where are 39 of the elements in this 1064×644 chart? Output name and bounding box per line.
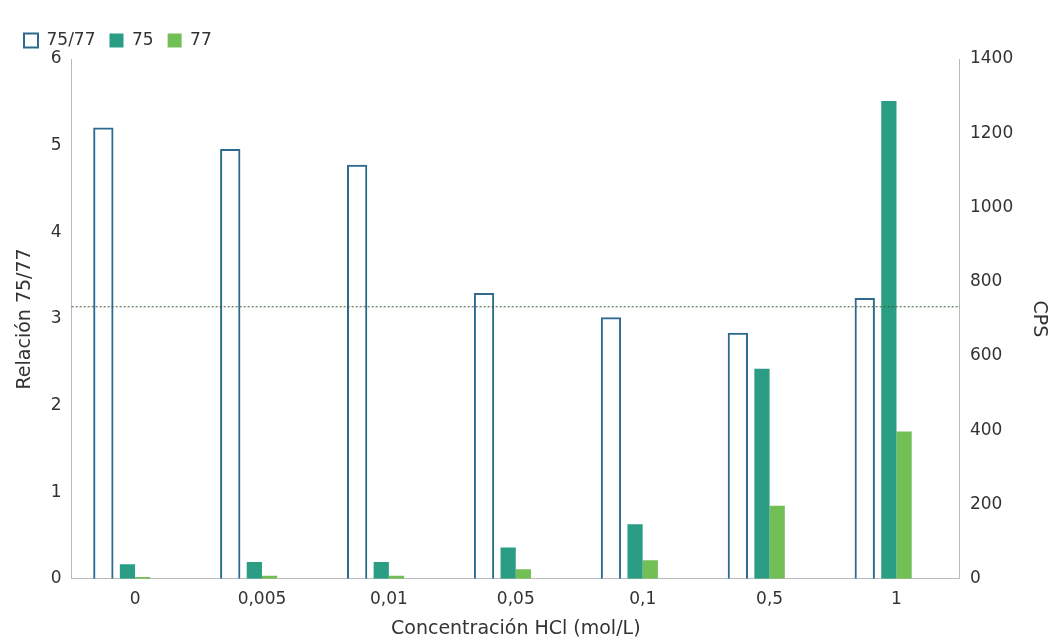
y2-tick-label: 1200 (969, 121, 1014, 142)
y2-tick-label: 200 (969, 492, 1003, 513)
bar (500, 547, 516, 579)
x-tick-label: 0,1 (629, 588, 657, 609)
x-tick-label: 0 (129, 588, 141, 609)
y2-tick-label: 400 (969, 418, 1003, 439)
y2-tick-label: 0 (969, 567, 981, 588)
legend-label: 75 (131, 28, 154, 49)
bar (881, 100, 897, 579)
y2-tick-label: 1000 (969, 195, 1014, 216)
y-tick-label: 5 (50, 134, 62, 155)
legend-label: 77 (190, 28, 212, 49)
y2-tick-label: 1400 (969, 47, 1014, 68)
bar (627, 524, 643, 579)
bar (769, 505, 785, 579)
legend-label: 75/77 (46, 28, 96, 49)
x-tick-label: 0,005 (237, 588, 287, 609)
bar (373, 562, 389, 579)
bar (119, 564, 136, 579)
y-tick-label: 3 (50, 307, 62, 328)
y2-tick-label: 800 (969, 270, 1003, 291)
x-tick-label: 0,05 (496, 588, 535, 609)
bar (896, 431, 912, 579)
y-tick-label: 1 (50, 480, 62, 501)
y-tick-label: 0 (50, 567, 62, 588)
x-tick-label: 0,01 (369, 588, 408, 609)
x-tick-label: 0,5 (756, 588, 784, 609)
y-tick-label: 4 (50, 220, 62, 241)
bar (754, 368, 770, 579)
x-tick-label: 1 (891, 588, 902, 609)
y-axis-title: Relación 75/77 (12, 248, 35, 390)
y-tick-label: 6 (50, 47, 62, 68)
bar (515, 569, 531, 579)
y2-tick-label: 600 (969, 344, 1003, 365)
bar (642, 560, 658, 579)
bar (246, 562, 262, 579)
y2-axis-title: CPS (1029, 300, 1052, 338)
y-tick-label: 2 (50, 393, 62, 414)
x-axis-title: Concentración HCl (mol/L) (391, 615, 641, 638)
